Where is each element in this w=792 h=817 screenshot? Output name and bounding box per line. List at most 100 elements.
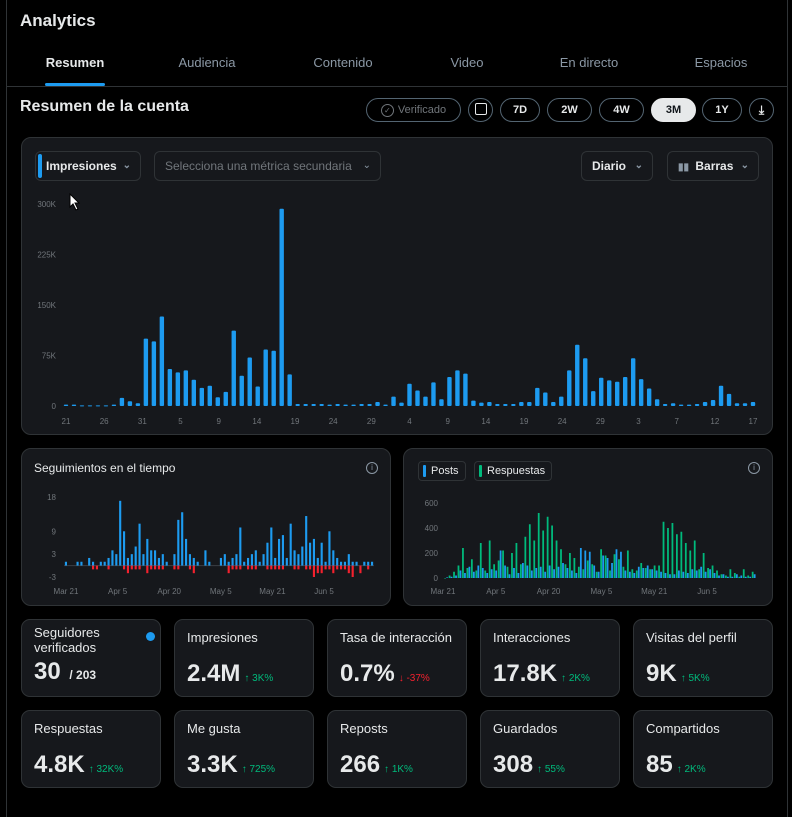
follows-bar bbox=[339, 561, 343, 566]
metric-color-bar bbox=[38, 154, 42, 178]
follows-chart: 18 9 3 -3 Mar 21 Apr 5 Apr 20 May 5 May 21 Jun 5 bbox=[47, 493, 374, 596]
impressions-bar bbox=[63, 404, 69, 406]
tab-audiencia[interactable]: Audiencia bbox=[167, 48, 247, 86]
impressions-bar bbox=[535, 387, 540, 406]
stat-value: 2.4M bbox=[187, 660, 241, 687]
x-tick-label: May 21 bbox=[641, 587, 668, 596]
follows-bar bbox=[153, 550, 157, 566]
legend-replies[interactable]: Respuestas bbox=[474, 461, 553, 481]
x-tick-label: Apr 20 bbox=[537, 587, 561, 596]
replies-bar bbox=[742, 569, 745, 578]
stat-engagement-rate[interactable]: Tasa de interacción 0.7% ↓ -37% bbox=[327, 619, 467, 697]
calendar-button[interactable] bbox=[468, 98, 493, 122]
unfollows-bar bbox=[91, 565, 95, 570]
replies-bar bbox=[725, 575, 727, 578]
x-tick-label: 4 bbox=[407, 417, 412, 426]
posts-bar bbox=[740, 575, 743, 578]
replies-bar bbox=[622, 566, 625, 578]
replies-bar bbox=[635, 570, 638, 578]
stat-profile-visits[interactable]: Visitas del perfil 9K ↑ 5K% bbox=[633, 619, 773, 697]
x-tick-label: Apr 5 bbox=[486, 587, 506, 596]
replies-bar bbox=[600, 549, 603, 578]
unfollows-bar bbox=[266, 565, 269, 570]
stat-reposts[interactable]: Reposts 266 ↑ 1K% bbox=[327, 710, 467, 788]
impressions-bar bbox=[351, 404, 356, 406]
replies-bar bbox=[555, 540, 558, 578]
replies-bar bbox=[644, 568, 647, 578]
replies-bar bbox=[524, 536, 527, 578]
range-2w-button[interactable]: 2W bbox=[547, 98, 592, 122]
impressions-bar bbox=[662, 403, 668, 406]
stat-impressions[interactable]: Impresiones 2.4M ↑ 3K% bbox=[174, 619, 314, 697]
tab-video[interactable]: Video bbox=[427, 48, 507, 86]
secondary-metric-select[interactable]: Selecciona una métrica secundaria ⌄ bbox=[154, 151, 381, 181]
replies-bar bbox=[569, 553, 571, 578]
stat-replies[interactable]: Respuestas 4.8K ↑ 32K% bbox=[21, 710, 161, 788]
stat-change: ↑ 2K% bbox=[561, 673, 590, 684]
tab-label: Espacios bbox=[694, 55, 748, 70]
tab-contenido[interactable]: Contenido bbox=[303, 48, 383, 86]
impressions-bar bbox=[295, 403, 300, 406]
impressions-bar bbox=[463, 373, 468, 406]
stat-label: Compartidos bbox=[646, 721, 720, 736]
stat-shares[interactable]: Compartidos 85 ↑ 2K% bbox=[633, 710, 773, 788]
stat-verified-followers[interactable]: Seguidores verificados 30 / 203 bbox=[21, 619, 161, 697]
follows-bar bbox=[177, 519, 180, 566]
follows-bar bbox=[150, 550, 153, 566]
x-tick-label: 5 bbox=[178, 417, 183, 426]
follows-bar bbox=[122, 531, 126, 566]
y-tick-label: 300K bbox=[37, 200, 56, 209]
x-tick-label: 14 bbox=[481, 417, 490, 426]
unfollows-bar bbox=[250, 565, 254, 570]
range-1y-button[interactable]: 1Y bbox=[702, 98, 742, 122]
stat-interactions[interactable]: Interacciones 17.8K ↑ 2K% bbox=[480, 619, 620, 697]
unfollows-bar bbox=[231, 565, 234, 570]
impressions-bar bbox=[583, 358, 588, 406]
stat-bookmarks[interactable]: Guardados 308 ↑ 55% bbox=[480, 710, 620, 788]
stat-likes[interactable]: Me gusta 3.3K ↑ 725% bbox=[174, 710, 314, 788]
follows-bar bbox=[274, 557, 277, 566]
verified-filter-button[interactable]: ✓ Verificado bbox=[366, 98, 461, 122]
tab-en-directo[interactable]: En directo bbox=[549, 48, 629, 86]
impressions-bar bbox=[391, 396, 396, 406]
posts-bar bbox=[481, 568, 484, 578]
impressions-bar bbox=[455, 370, 460, 406]
info-icon[interactable]: i bbox=[748, 462, 760, 474]
stat-value-row: 0.7% ↓ -37% bbox=[340, 660, 430, 688]
posts-bar bbox=[660, 571, 662, 578]
impressions-bar bbox=[279, 208, 284, 406]
unfollows-bar bbox=[347, 565, 350, 574]
range-4w-button[interactable]: 4W bbox=[599, 98, 644, 122]
impressions-bar bbox=[191, 379, 197, 406]
x-tick-label: Jun 5 bbox=[314, 587, 334, 596]
interval-select[interactable]: Diario ⌄ bbox=[581, 151, 653, 181]
chart-style-select[interactable]: ▮▮ Barras ⌄ bbox=[667, 151, 759, 181]
range-3m-button[interactable]: 3M bbox=[651, 98, 696, 122]
unfollows-bar bbox=[277, 565, 281, 570]
stat-value: 266 bbox=[340, 751, 381, 778]
impressions-bar bbox=[607, 380, 612, 406]
tab-espacios[interactable]: Espacios bbox=[681, 48, 761, 86]
download-button[interactable]: ⤓ bbox=[749, 98, 774, 122]
posts-bar bbox=[553, 569, 555, 578]
follows-bar bbox=[316, 557, 319, 566]
impressions-bar bbox=[135, 403, 141, 406]
replies-bar bbox=[506, 566, 509, 578]
replies-bar bbox=[591, 564, 594, 578]
range-7d-button[interactable]: 7D bbox=[500, 98, 540, 122]
follows-bar bbox=[293, 550, 296, 566]
impressions-bar bbox=[511, 403, 516, 406]
replies-bar bbox=[457, 565, 460, 578]
replies-bar bbox=[626, 550, 629, 578]
impressions-bar bbox=[79, 405, 85, 407]
x-tick-label: 26 bbox=[100, 417, 109, 426]
tab-resumen[interactable]: Resumen bbox=[35, 48, 115, 86]
follows-bar bbox=[91, 561, 95, 566]
unfollows-bar bbox=[336, 565, 339, 570]
legend-posts[interactable]: Posts bbox=[418, 461, 466, 481]
follows-bar bbox=[99, 561, 102, 566]
primary-metric-select[interactable]: Impresiones ⌄ bbox=[35, 151, 141, 181]
x-tick-label: 21 bbox=[62, 417, 71, 426]
impressions-bar bbox=[678, 404, 684, 406]
info-icon[interactable]: i bbox=[366, 462, 378, 474]
